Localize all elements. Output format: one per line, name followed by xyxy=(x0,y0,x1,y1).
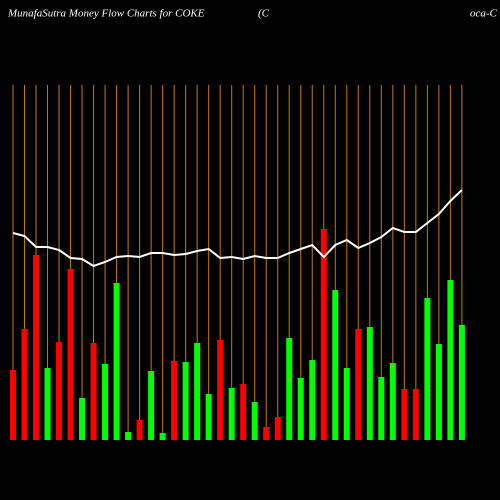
bar xyxy=(125,432,132,440)
bar xyxy=(263,427,270,440)
bar xyxy=(171,361,178,440)
bar xyxy=(102,364,109,440)
title-fragment: oca-C xyxy=(470,8,498,20)
bar xyxy=(79,398,86,440)
bar xyxy=(355,329,362,440)
bar xyxy=(389,363,396,440)
bar xyxy=(435,344,442,440)
bar xyxy=(378,377,385,440)
bar xyxy=(424,298,431,440)
bar xyxy=(205,394,212,440)
bar xyxy=(33,255,40,440)
chart-title: MunafaSutra Money Flow Charts for COKE xyxy=(7,8,205,20)
bar xyxy=(228,388,235,440)
bar xyxy=(136,420,143,440)
bar xyxy=(447,280,454,440)
bar xyxy=(309,360,316,440)
bar xyxy=(297,378,304,440)
bar xyxy=(194,343,201,440)
bar xyxy=(182,362,189,440)
bar xyxy=(67,269,74,440)
bar xyxy=(274,417,281,440)
bar xyxy=(10,370,16,440)
bar xyxy=(251,402,258,440)
bar xyxy=(148,371,155,440)
bar xyxy=(366,327,373,440)
bar xyxy=(458,325,465,440)
bar xyxy=(159,433,166,440)
bar xyxy=(217,340,224,440)
bar xyxy=(113,283,120,440)
bar xyxy=(412,389,419,440)
bar xyxy=(286,338,293,440)
bar xyxy=(240,384,247,440)
bar xyxy=(401,389,408,440)
bar xyxy=(320,229,327,440)
bar xyxy=(90,343,97,440)
price-line xyxy=(12,189,463,268)
bar xyxy=(343,368,350,440)
bar xyxy=(56,342,63,440)
bar xyxy=(332,290,339,440)
bar xyxy=(21,329,28,440)
bar xyxy=(44,368,51,440)
title-fragment: (C xyxy=(258,8,270,20)
